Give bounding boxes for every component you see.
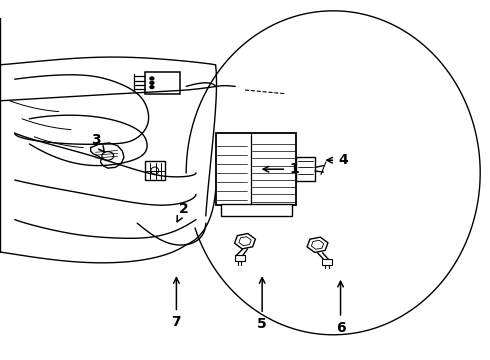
Text: 4: 4 xyxy=(327,153,348,167)
Text: 7: 7 xyxy=(172,278,181,329)
Bar xyxy=(145,72,180,94)
Ellipse shape xyxy=(151,167,159,174)
Bar xyxy=(322,259,332,265)
Circle shape xyxy=(150,77,154,80)
Bar xyxy=(216,133,296,205)
Text: 5: 5 xyxy=(257,278,267,331)
Circle shape xyxy=(150,86,154,89)
Text: 6: 6 xyxy=(336,281,345,334)
Bar xyxy=(220,204,292,216)
Text: 1: 1 xyxy=(263,162,299,176)
Circle shape xyxy=(150,81,154,84)
Bar xyxy=(296,157,315,181)
Bar xyxy=(235,255,245,261)
Bar xyxy=(145,161,165,180)
Text: 2: 2 xyxy=(177,202,189,222)
Text: 3: 3 xyxy=(91,134,105,153)
